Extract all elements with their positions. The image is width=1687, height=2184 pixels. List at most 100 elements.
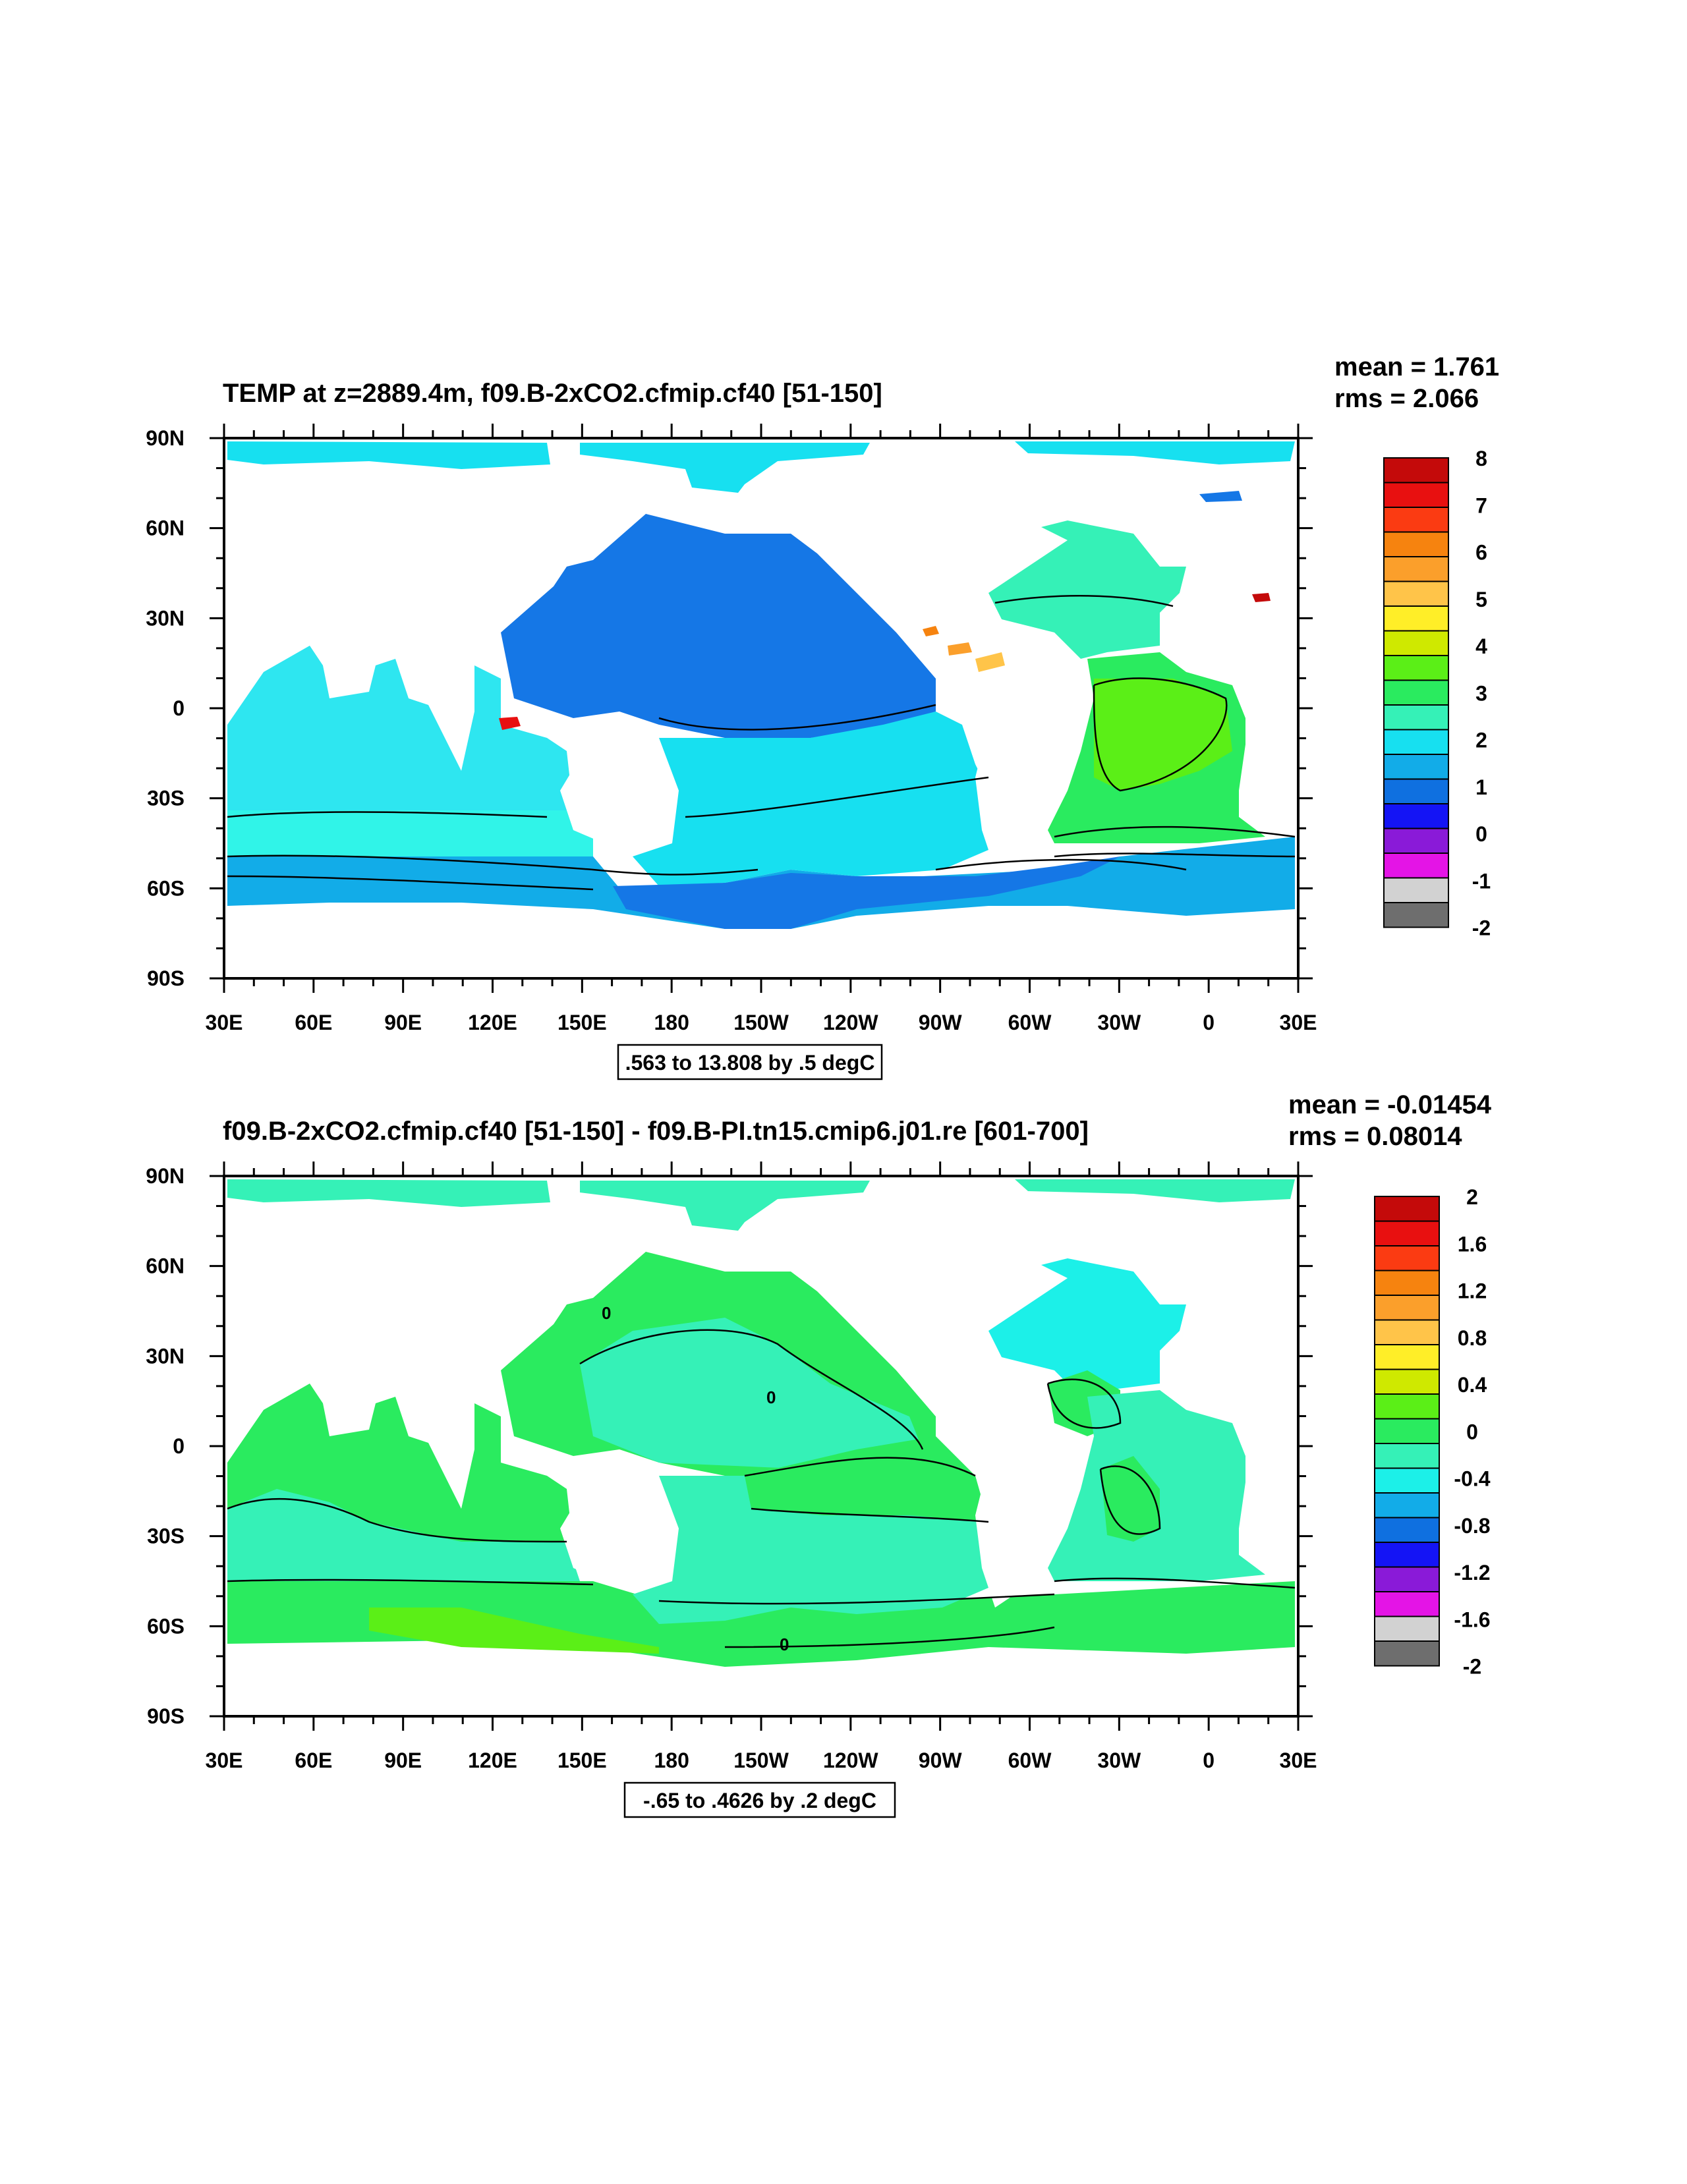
y-tick-label: 90N <box>146 1164 185 1188</box>
p2-indian-cyan <box>227 1489 580 1584</box>
panel-2-colorbar-labels: 2 1.6 1.2 0.8 0.4 0 -0.4 -0.8 -1.2 -1.6 -2 <box>1454 1185 1490 1679</box>
colorbar-swatch <box>1374 1196 1440 1222</box>
x-tick-label: 30E <box>1280 1749 1317 1772</box>
colorbar-swatch <box>1383 655 1449 681</box>
colorbar-label: -0.4 <box>1454 1467 1490 1491</box>
colorbar-swatch <box>1374 1295 1440 1321</box>
panel-1-colorbar-labels: 8 7 6 5 4 3 2 1 0 -1 -2 <box>1472 447 1491 940</box>
x-tick-label: 30E <box>1280 1011 1317 1034</box>
x-tick-label: 60W <box>1008 1749 1052 1772</box>
x-tick-label: 150E <box>558 1011 607 1034</box>
colorbar-label: -2 <box>1472 916 1491 940</box>
x-tick-label: 30W <box>1097 1749 1141 1772</box>
colorbar-swatch <box>1383 679 1449 706</box>
colorbar-swatch <box>1374 1492 1440 1519</box>
x-tick-label: 30E <box>206 1011 243 1034</box>
colorbar-swatch <box>1383 556 1449 582</box>
p2-contour-label-1: 0 <box>602 1303 611 1323</box>
p1-land-australia <box>560 744 659 850</box>
panel-1-title: TEMP at z=2889.4m, f09.B-2xCO2.cfmip.cf4… <box>223 379 882 408</box>
panel-2-ticks <box>210 1162 1313 1731</box>
colorbar-swatch <box>1383 778 1449 804</box>
p1-orange-spot <box>923 626 939 636</box>
panel-2-rms: rms = 0.08014 <box>1288 1122 1462 1151</box>
x-tick-label: 60W <box>1008 1011 1052 1034</box>
p1-south-band-cyan <box>227 810 593 863</box>
p1-yellow-spot <box>975 652 1005 672</box>
panel-2-y-tick-labels: 90N 60N 30N 0 30S 60S 90S <box>146 1164 185 1728</box>
p1-contours <box>227 595 1296 891</box>
colorbar-swatch <box>1374 1467 1440 1494</box>
colorbar-label: 7 <box>1475 493 1487 517</box>
p2-land-antarctica <box>227 1657 1295 1716</box>
colorbar-swatch <box>1383 729 1449 755</box>
colorbar-swatch <box>1383 630 1449 656</box>
colorbar-swatch <box>1383 877 1449 903</box>
colorbar-swatch <box>1374 1640 1440 1667</box>
colorbar-swatch <box>1374 1368 1440 1395</box>
colorbar-swatch <box>1374 1245 1440 1272</box>
p2-arctic-region <box>227 1179 550 1207</box>
colorbar-label: -1.2 <box>1454 1561 1490 1584</box>
y-tick-label: 30S <box>147 1525 185 1548</box>
x-tick-label: 150W <box>733 1011 789 1034</box>
colorbar-swatch <box>1383 704 1449 731</box>
colorbar-swatch <box>1374 1220 1440 1246</box>
colorbar-swatch <box>1374 1517 1440 1543</box>
panel-2-title: f09.B-2xCO2.cfmip.cf40 [51-150] - f09.B-… <box>223 1117 1089 1146</box>
y-tick-label: 0 <box>173 696 185 720</box>
panel-1-contour-info-box <box>617 1044 883 1080</box>
p1-orange-spot-2 <box>948 642 972 656</box>
colorbar-swatch <box>1383 605 1449 632</box>
colorbar-swatch <box>1383 507 1449 533</box>
colorbar-swatch <box>1374 1542 1440 1568</box>
p1-indian-region <box>227 646 573 817</box>
y-tick-label: 90S <box>147 1704 185 1728</box>
colorbar-swatch <box>1383 580 1449 607</box>
p2-pacific-north-cyan <box>580 1318 923 1469</box>
panel-1-map <box>224 438 1298 978</box>
colorbar-swatch <box>1374 1344 1440 1370</box>
x-tick-label: 30E <box>206 1749 243 1772</box>
p2-atlantic-north <box>988 1258 1186 1397</box>
panel-1-ticks <box>210 424 1313 993</box>
panel-2-colorbar <box>1374 1196 1440 1667</box>
colorbar-label: 1 <box>1475 775 1487 799</box>
colorbar-label: -0.8 <box>1454 1514 1490 1538</box>
p2-south-bright-strip <box>369 1608 659 1654</box>
x-tick-label: 0 <box>1203 1011 1215 1034</box>
colorbar-swatch <box>1374 1615 1440 1642</box>
colorbar-label: 2 <box>1475 729 1487 752</box>
panel-1-rms: rms = 2.066 <box>1334 384 1479 413</box>
p1-land-antarctica <box>227 919 1295 978</box>
x-tick-label: 90E <box>384 1749 422 1772</box>
p2-arctic-region-2 <box>580 1181 870 1231</box>
p1-pacific-south <box>633 712 988 886</box>
colorbar-label: 1.6 <box>1458 1232 1487 1256</box>
colorbar-swatch <box>1374 1566 1440 1592</box>
colorbar-swatch <box>1383 482 1449 508</box>
colorbar-label: 0 <box>1475 822 1487 846</box>
p2-land-southamerica <box>975 1463 1054 1608</box>
y-tick-label: 90S <box>147 966 185 990</box>
x-tick-label: 0 <box>1203 1749 1215 1772</box>
colorbar-swatch <box>1383 902 1449 928</box>
colorbar-swatch <box>1374 1319 1440 1345</box>
y-tick-label: 30S <box>147 787 185 810</box>
panel-2-contour-info-box <box>623 1781 896 1818</box>
p2-south-band <box>227 1581 1295 1667</box>
colorbar-swatch <box>1374 1270 1440 1296</box>
x-tick-label: 90E <box>384 1011 422 1034</box>
panel-2-contour-info: -.65 to .4626 by .2 degC <box>643 1789 876 1812</box>
p1-arctic-region <box>227 441 550 469</box>
p2-pacific-south-green <box>745 1436 988 1522</box>
colorbar-label: 8 <box>1475 447 1487 470</box>
y-tick-label: 30N <box>146 1344 185 1368</box>
x-tick-label: 60E <box>295 1011 332 1034</box>
colorbar-label: 0.8 <box>1458 1326 1487 1350</box>
panel-2-mean: mean = -0.01454 <box>1288 1090 1492 1119</box>
p1-land-southamerica <box>975 725 1054 870</box>
colorbar-swatch <box>1383 827 1449 854</box>
y-tick-label: 60N <box>146 517 185 540</box>
